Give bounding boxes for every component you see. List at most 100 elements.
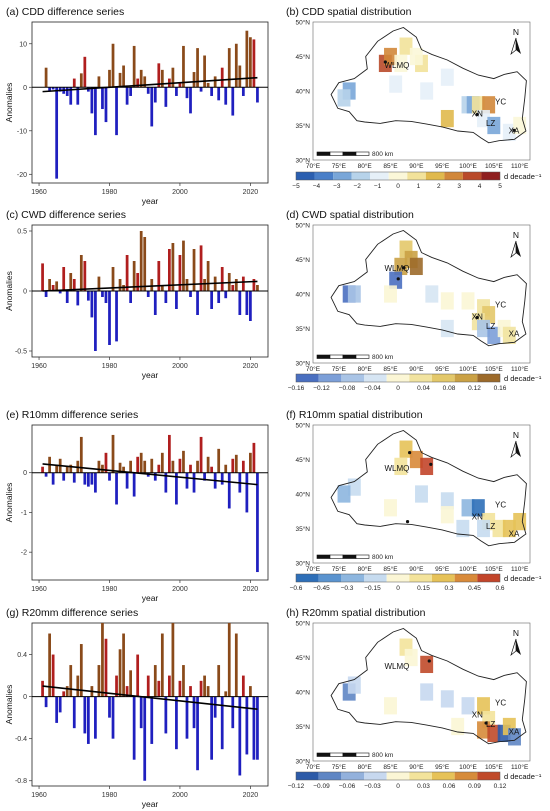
cdd-series-chart: -20 -10 0 10 1960 1980 2000 2020 year Anomalies	[4, 21, 269, 206]
scale-bar-segment	[329, 354, 344, 359]
data-bar	[139, 69, 143, 88]
data-bar	[178, 458, 182, 473]
cwd-series-chart: -0.5 0 0.5 1960 1980 2000 2020 year Anomalies	[4, 224, 269, 380]
data-bar	[65, 686, 69, 697]
data-bar	[157, 464, 161, 473]
legend-color-swatch	[364, 772, 387, 780]
data-bar	[62, 267, 66, 291]
data-bar	[231, 285, 235, 291]
data-bar	[249, 686, 252, 697]
legend-color-swatch	[296, 172, 315, 180]
y-tick-label: -0.8	[15, 778, 27, 785]
legend-tick-label: 0.03	[417, 783, 430, 790]
trend-grid-cell	[384, 499, 397, 517]
data-bar	[122, 65, 125, 88]
data-bar	[256, 285, 259, 291]
data-bar	[164, 696, 168, 734]
data-bar	[129, 291, 133, 303]
data-bar	[132, 696, 136, 760]
lon-tick-label: 105°E	[485, 365, 503, 373]
lon-tick-label: 85°E	[383, 565, 398, 573]
data-bar	[83, 696, 87, 734]
y-axis-label: Anomalies	[4, 685, 14, 725]
x-tick-label: 2000	[172, 363, 188, 370]
x-tick-label: 2000	[172, 792, 188, 799]
legend-tick-label: 0.6	[495, 585, 504, 592]
trend-grid-cell	[425, 285, 439, 303]
region-boundary	[330, 627, 527, 745]
trend-grid-cell	[404, 648, 418, 667]
y-axis-label: Anomalies	[4, 271, 14, 311]
region-boundary	[330, 26, 527, 144]
data-bar	[143, 696, 147, 781]
city-label: XA	[509, 727, 520, 736]
legend-color-swatch	[432, 574, 455, 582]
data-bar	[241, 460, 245, 473]
data-bar	[256, 696, 259, 760]
city-label: LZ	[486, 720, 495, 729]
lon-tick-label: 75°E	[332, 162, 347, 170]
legend-color-swatch	[318, 772, 342, 780]
legend-color-swatch	[333, 172, 352, 180]
scale-bar-segment	[342, 554, 357, 559]
data-bar	[55, 464, 59, 473]
x-tick-label: 2020	[243, 792, 259, 799]
trend-line	[42, 463, 258, 486]
y-tick-label: 0	[23, 694, 27, 701]
data-bar	[171, 67, 175, 88]
data-bar	[164, 87, 168, 107]
north-arrow-icon	[516, 38, 521, 54]
data-bar	[256, 472, 259, 573]
city-label: YC	[495, 500, 506, 509]
data-bar	[58, 87, 62, 92]
data-bar	[171, 623, 175, 697]
data-bar	[227, 48, 231, 88]
data-bar	[167, 249, 171, 291]
y-axis-label: Anomalies	[4, 483, 14, 523]
lat-tick-label: 30°N	[295, 360, 310, 368]
data-bar	[125, 87, 129, 105]
data-bar	[203, 472, 206, 481]
lat-tick-label: 40°N	[295, 88, 310, 96]
data-bar	[196, 460, 199, 473]
lat-tick-label: 30°N	[295, 758, 310, 766]
x-tick-label: 2020	[243, 363, 259, 370]
data-bar	[44, 67, 48, 88]
data-bar	[206, 456, 210, 473]
data-bar	[252, 696, 256, 760]
trend-grid-cell	[440, 492, 454, 510]
data-bar	[118, 72, 122, 88]
data-bar	[210, 291, 214, 309]
data-bar	[48, 279, 51, 291]
data-bar	[185, 696, 189, 739]
data-bar	[210, 87, 214, 96]
trend-grid-cell	[482, 96, 496, 114]
legend-tick-label: 0.08	[443, 385, 456, 392]
data-bar	[65, 466, 69, 473]
scale-bar-segment	[355, 554, 370, 559]
city-label: XN	[472, 312, 483, 321]
trend-grid-cell	[461, 697, 475, 715]
data-bar	[111, 696, 115, 739]
data-bar	[182, 665, 185, 697]
lon-tick-label: 110°E	[511, 365, 529, 373]
data-bar	[213, 696, 217, 718]
legend-tick-label: 1	[417, 183, 421, 190]
trend-grid-cell	[409, 450, 423, 469]
data-bar	[210, 466, 214, 473]
city-label: WLMQ	[384, 61, 409, 70]
y-tick-label: -0.4	[15, 736, 27, 743]
scale-bar-label: 800 km	[372, 554, 393, 561]
data-bar	[150, 458, 154, 473]
data-bar	[62, 691, 66, 697]
data-bar	[143, 237, 147, 291]
data-bar	[231, 458, 235, 473]
trend-grid-cell	[394, 54, 408, 73]
data-bar	[150, 87, 154, 127]
lat-tick-label: 45°N	[295, 53, 310, 61]
data-bar	[217, 291, 221, 303]
data-bar	[164, 472, 168, 493]
data-bar	[86, 696, 90, 744]
